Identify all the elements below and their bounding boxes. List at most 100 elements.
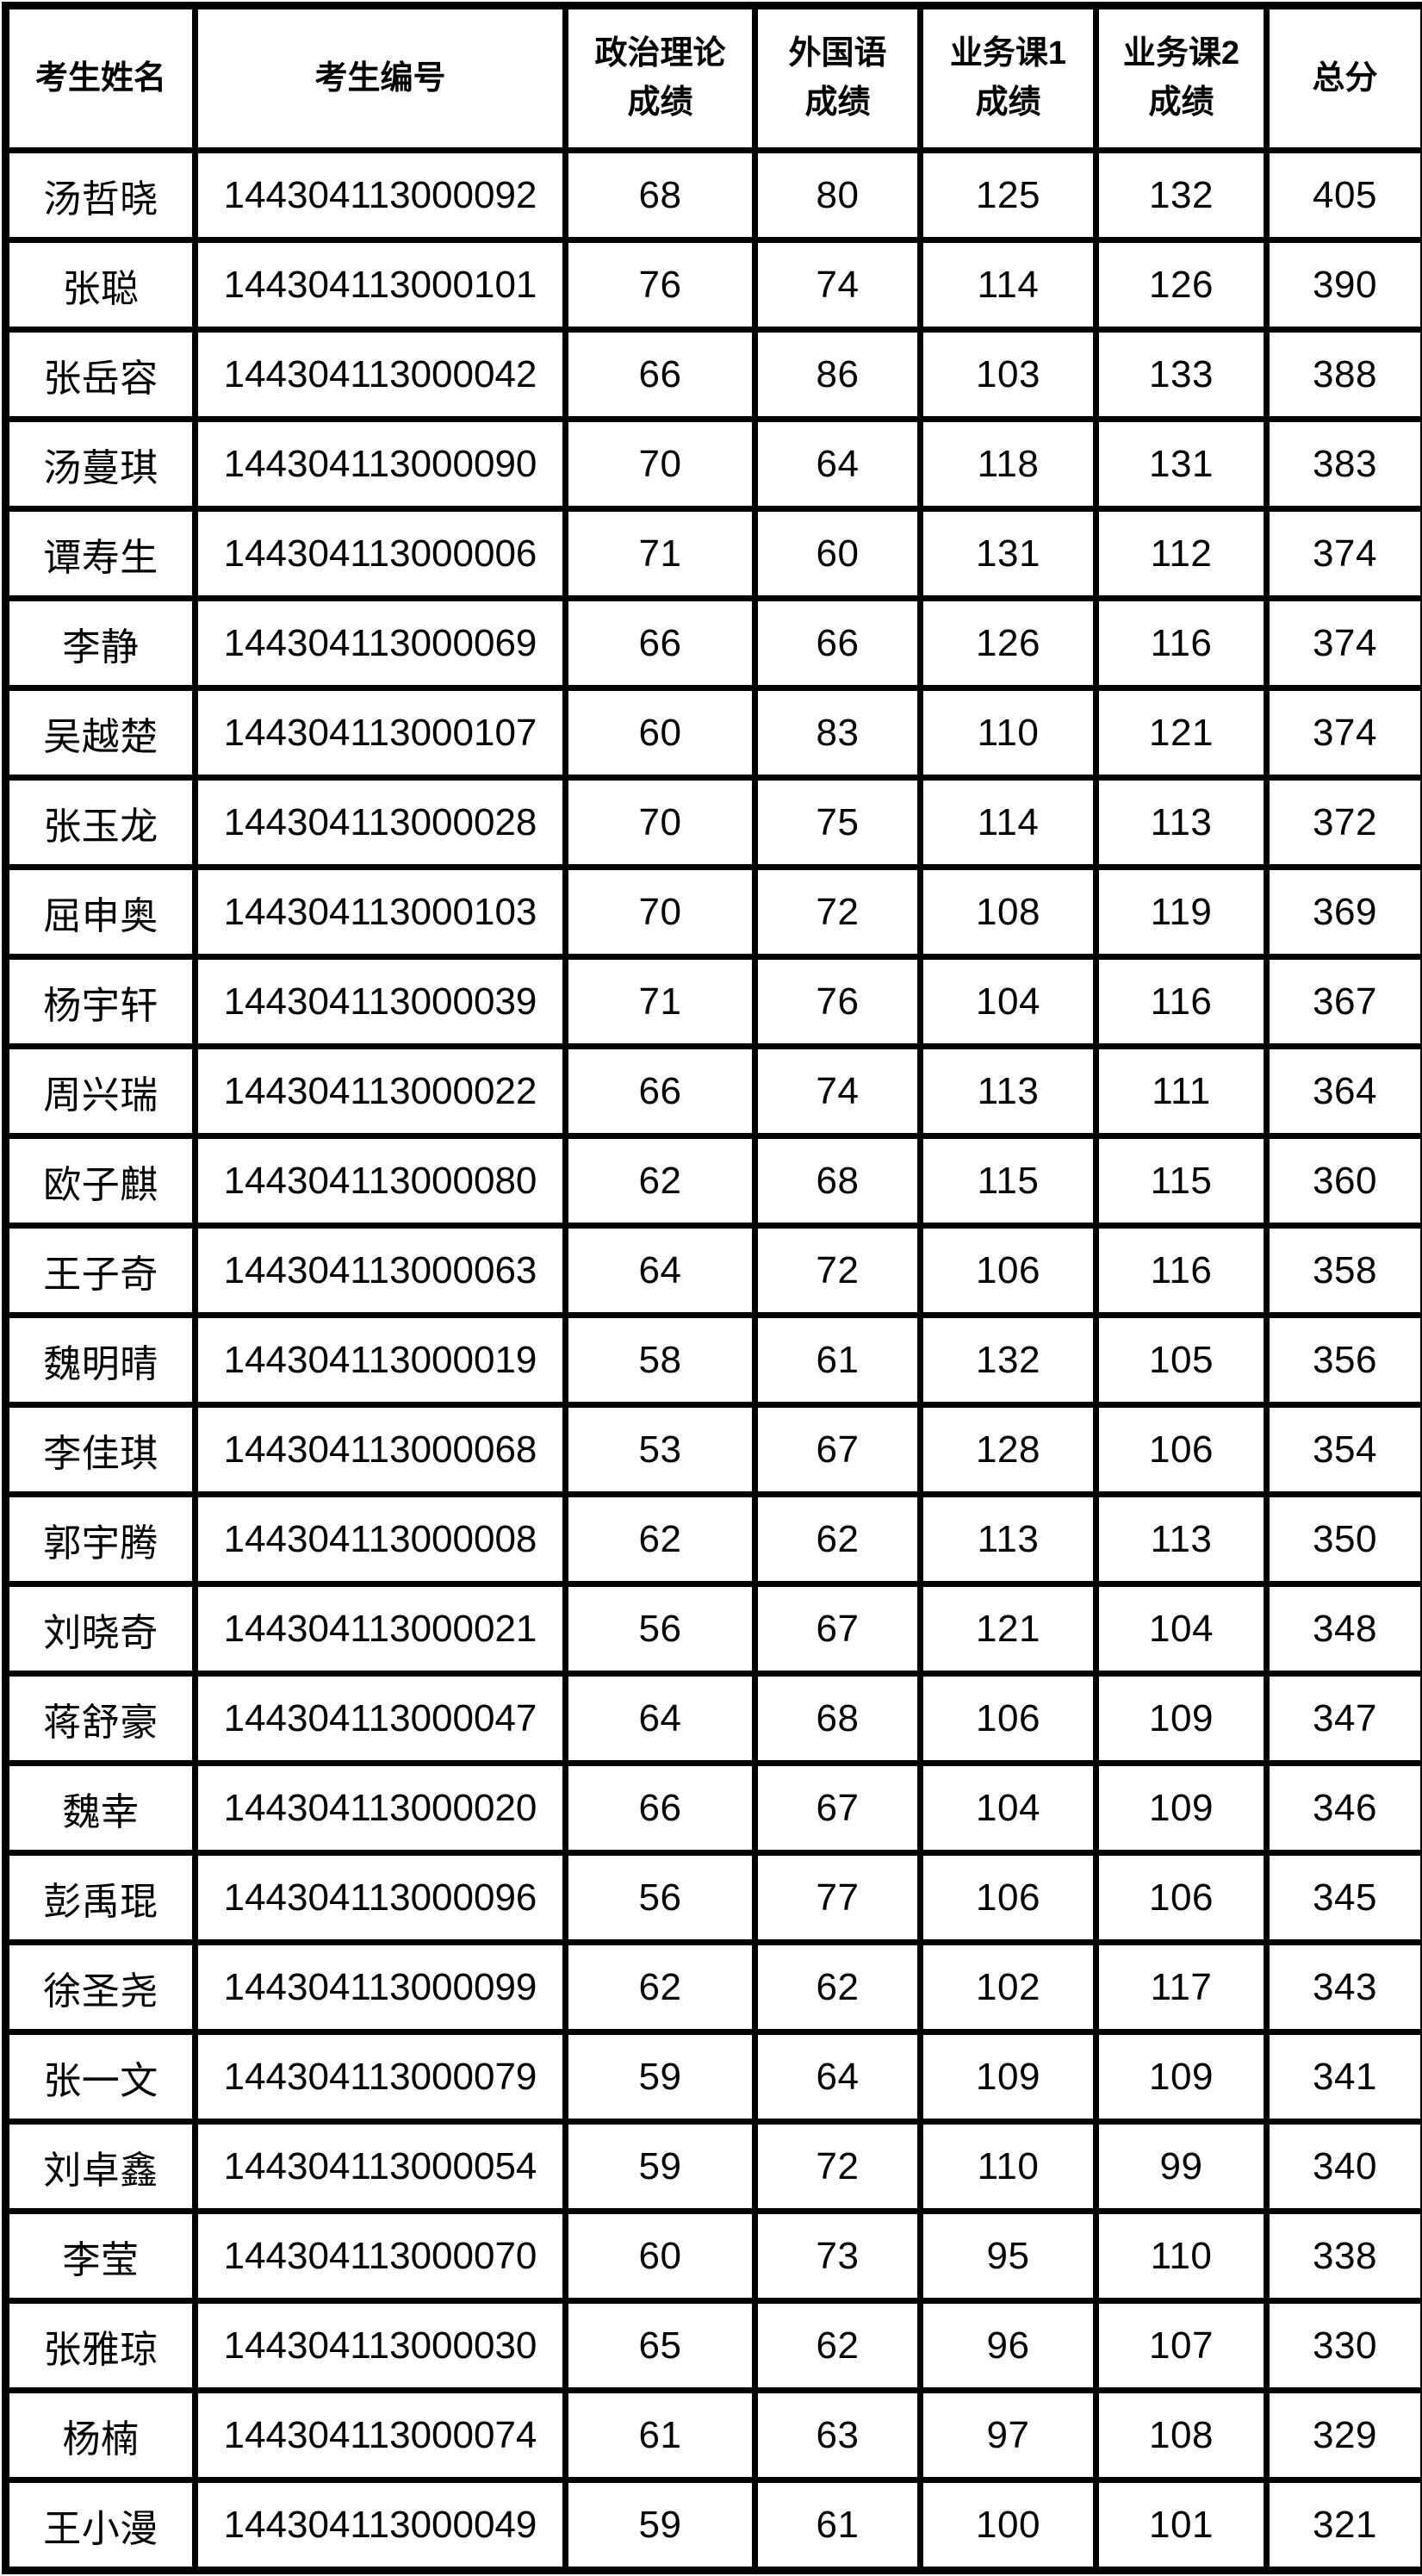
candidate-id-cell: 144304113000047 (196, 1674, 566, 1764)
candidate-id-cell: 144304113000101 (196, 240, 566, 330)
candidate-id-cell: 144304113000107 (196, 688, 566, 778)
course1-score-cell: 103 (921, 330, 1096, 420)
candidate-id-cell: 144304113000068 (196, 1405, 566, 1495)
candidate-id-cell: 144304113000074 (196, 2391, 566, 2480)
candidate-id-cell: 144304113000054 (196, 2122, 566, 2212)
course2-score-cell: 113 (1096, 1495, 1267, 1584)
foreign-score-cell: 74 (755, 240, 921, 330)
politics-score-cell: 62 (566, 1943, 755, 2032)
politics-score-cell: 64 (566, 1674, 755, 1764)
course2-score-cell: 115 (1096, 1136, 1267, 1226)
course1-score-cell: 106 (921, 1226, 1096, 1316)
candidate-id-cell: 144304113000020 (196, 1764, 566, 1853)
candidate-name-cell: 屈申奥 (6, 868, 196, 957)
header-candidate-id: 考生编号 (196, 6, 566, 151)
candidate-name-cell: 刘卓鑫 (6, 2122, 196, 2212)
foreign-score-cell: 77 (755, 1853, 921, 1943)
course1-score-cell: 97 (921, 2391, 1096, 2480)
foreign-score-cell: 62 (755, 1495, 921, 1584)
politics-score-cell: 70 (566, 868, 755, 957)
politics-score-cell: 76 (566, 240, 755, 330)
total-score-cell: 374 (1267, 688, 1422, 778)
course1-score-cell: 113 (921, 1495, 1096, 1584)
course2-score-cell: 116 (1096, 599, 1267, 688)
foreign-score-cell: 67 (755, 1584, 921, 1674)
course1-score-cell: 131 (921, 509, 1096, 599)
course1-score-cell: 96 (921, 2301, 1096, 2391)
course1-score-cell: 128 (921, 1405, 1096, 1495)
foreign-score-cell: 67 (755, 1764, 921, 1853)
candidate-id-cell: 144304113000070 (196, 2212, 566, 2301)
course1-score-cell: 114 (921, 240, 1096, 330)
course1-score-cell: 110 (921, 688, 1096, 778)
course1-score-cell: 132 (921, 1316, 1096, 1405)
total-score-cell: 356 (1267, 1316, 1422, 1405)
course2-score-cell: 112 (1096, 509, 1267, 599)
foreign-score-cell: 62 (755, 1943, 921, 2032)
total-score-cell: 343 (1267, 1943, 1422, 2032)
candidate-id-cell: 144304113000092 (196, 151, 566, 240)
course1-score-cell: 109 (921, 2032, 1096, 2122)
candidate-name-cell: 杨楠 (6, 2391, 196, 2480)
course2-score-cell: 109 (1096, 2032, 1267, 2122)
politics-score-cell: 66 (566, 599, 755, 688)
politics-score-cell: 70 (566, 420, 755, 509)
politics-score-cell: 60 (566, 2212, 755, 2301)
politics-score-cell: 58 (566, 1316, 755, 1405)
total-score-cell: 372 (1267, 778, 1422, 868)
course2-score-cell: 99 (1096, 2122, 1267, 2212)
total-score-cell: 405 (1267, 151, 1422, 240)
total-score-cell: 354 (1267, 1405, 1422, 1495)
course2-score-cell: 110 (1096, 2212, 1267, 2301)
politics-score-cell: 61 (566, 2391, 755, 2480)
course1-score-cell: 95 (921, 2212, 1096, 2301)
candidate-id-cell: 144304113000099 (196, 1943, 566, 2032)
course2-score-cell: 104 (1096, 1584, 1267, 1674)
politics-score-cell: 56 (566, 1853, 755, 1943)
foreign-score-cell: 73 (755, 2212, 921, 2301)
foreign-score-cell: 64 (755, 2032, 921, 2122)
foreign-score-cell: 63 (755, 2391, 921, 2480)
candidate-name-cell: 张一文 (6, 2032, 196, 2122)
foreign-score-cell: 66 (755, 599, 921, 688)
candidate-id-cell: 144304113000079 (196, 2032, 566, 2122)
politics-score-cell: 60 (566, 688, 755, 778)
course2-score-cell: 107 (1096, 2301, 1267, 2391)
total-score-cell: 330 (1267, 2301, 1422, 2391)
politics-score-cell: 71 (566, 957, 755, 1047)
candidate-name-cell: 欧子麒 (6, 1136, 196, 1226)
politics-score-cell: 53 (566, 1405, 755, 1495)
total-score-cell: 329 (1267, 2391, 1422, 2480)
course2-score-cell: 101 (1096, 2480, 1267, 2571)
candidate-name-cell: 魏幸 (6, 1764, 196, 1853)
total-score-cell: 367 (1267, 957, 1422, 1047)
foreign-score-cell: 61 (755, 1316, 921, 1405)
candidate-id-cell: 144304113000022 (196, 1047, 566, 1136)
course2-score-cell: 106 (1096, 1405, 1267, 1495)
candidate-id-cell: 144304113000019 (196, 1316, 566, 1405)
politics-score-cell: 59 (566, 2122, 755, 2212)
course2-score-cell: 132 (1096, 151, 1267, 240)
course2-score-cell: 126 (1096, 240, 1267, 330)
total-score-cell: 360 (1267, 1136, 1422, 1226)
candidate-name-cell: 魏明晴 (6, 1316, 196, 1405)
course1-score-cell: 104 (921, 957, 1096, 1047)
course1-score-cell: 106 (921, 1853, 1096, 1943)
politics-score-cell: 59 (566, 2480, 755, 2571)
total-score-cell: 369 (1267, 868, 1422, 957)
header-candidate-name: 考生姓名 (6, 6, 196, 151)
course2-score-cell: 133 (1096, 330, 1267, 420)
candidate-id-cell: 144304113000096 (196, 1853, 566, 1943)
header-politics-score: 政治理论 成绩 (566, 6, 755, 151)
foreign-score-cell: 64 (755, 420, 921, 509)
